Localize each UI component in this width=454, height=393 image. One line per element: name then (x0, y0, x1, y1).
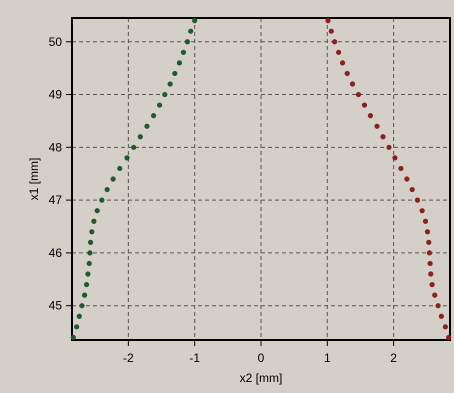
data-point-series-2 (367, 113, 374, 119)
data-point-series-1 (99, 197, 105, 203)
x-tick-label: 0 (258, 351, 265, 365)
data-point-series-2 (426, 239, 432, 245)
data-point-series-2 (392, 155, 398, 161)
data-point-series-1 (184, 39, 190, 45)
axis-ticks: -2 -1 0 1 2 45 46 47 48 49 50 (49, 35, 398, 365)
data-point-series-2 (438, 313, 444, 319)
y-tick-label: 47 (49, 193, 63, 207)
data-point-series-1 (176, 60, 183, 66)
y-axis-label: x1 [mm] (27, 158, 41, 201)
data-point-series-2 (435, 303, 441, 309)
y-tick-label: 46 (49, 246, 63, 260)
x-tick-label: 1 (324, 351, 331, 365)
data-point-series-1 (74, 324, 80, 330)
data-point-series-2 (414, 197, 421, 203)
data-point-series-1 (144, 123, 150, 129)
data-point-series-2 (386, 144, 392, 150)
data-point-series-1 (76, 313, 82, 319)
data-point-series-2 (332, 39, 338, 45)
data-point-series-2 (426, 250, 433, 256)
x-tick-label: -2 (123, 351, 134, 365)
data-point-series-2 (446, 334, 452, 340)
data-point-series-2 (404, 176, 410, 182)
data-point-series-2 (409, 186, 415, 193)
data-point-series-2 (344, 70, 350, 77)
data-point-series-2 (374, 123, 380, 129)
data-point-series-1 (87, 250, 93, 256)
x-tick-label: 2 (390, 351, 397, 365)
data-point-series-2 (429, 281, 435, 288)
data-point-series-1 (117, 165, 123, 172)
data-point-series-1 (85, 271, 91, 277)
grid (72, 18, 450, 340)
data-point-series-1 (150, 113, 157, 119)
data-point-series-2 (328, 28, 334, 34)
data-point-series-2 (380, 134, 386, 140)
data-point-series-2 (424, 229, 431, 235)
data-point-series-1 (156, 102, 163, 108)
data-point-series-1 (110, 176, 116, 182)
data-point-series-2 (432, 292, 438, 298)
data-point-series-2 (398, 165, 404, 172)
data-point-series-1 (172, 70, 178, 77)
data-point-series-1 (131, 144, 137, 150)
data-point-series-1 (89, 229, 95, 235)
data-point-series-2 (355, 91, 362, 98)
data-point-series-1 (91, 218, 97, 224)
data-point-series-1 (86, 260, 92, 267)
data-point-series-2 (428, 271, 434, 277)
data-point-series-1 (104, 186, 110, 193)
data-point-series-1 (87, 239, 94, 245)
data-point-series-2 (349, 81, 356, 87)
y-tick-label: 48 (49, 140, 63, 154)
data-point-series-1 (124, 155, 130, 161)
data-point-series-1 (83, 281, 90, 288)
data-point-series-1 (167, 81, 173, 87)
data-point-series-2 (335, 49, 342, 55)
data-point-series-1 (137, 134, 143, 140)
data-point-series-2 (442, 324, 448, 330)
data-point-series-1 (70, 334, 76, 340)
data-point-series-2 (325, 18, 331, 24)
y-tick-label: 45 (49, 299, 63, 313)
y-tick-label: 50 (49, 35, 63, 49)
data-point-series-1 (162, 91, 168, 98)
x-axis-label: x2 [mm] (240, 371, 283, 385)
data-point-series-1 (188, 28, 194, 34)
data-points (70, 18, 452, 340)
data-point-series-1 (192, 18, 198, 24)
data-point-series-2 (422, 218, 429, 224)
y-tick-label: 49 (49, 88, 63, 102)
data-point-series-1 (94, 208, 100, 214)
data-point-series-2 (361, 102, 368, 108)
data-point-series-1 (79, 303, 85, 309)
data-point-series-1 (82, 292, 88, 298)
x-tick-label: -1 (189, 351, 200, 365)
data-point-series-2 (427, 260, 433, 267)
data-point-series-1 (180, 49, 187, 55)
data-point-series-2 (419, 208, 425, 214)
data-point-series-2 (339, 60, 346, 66)
